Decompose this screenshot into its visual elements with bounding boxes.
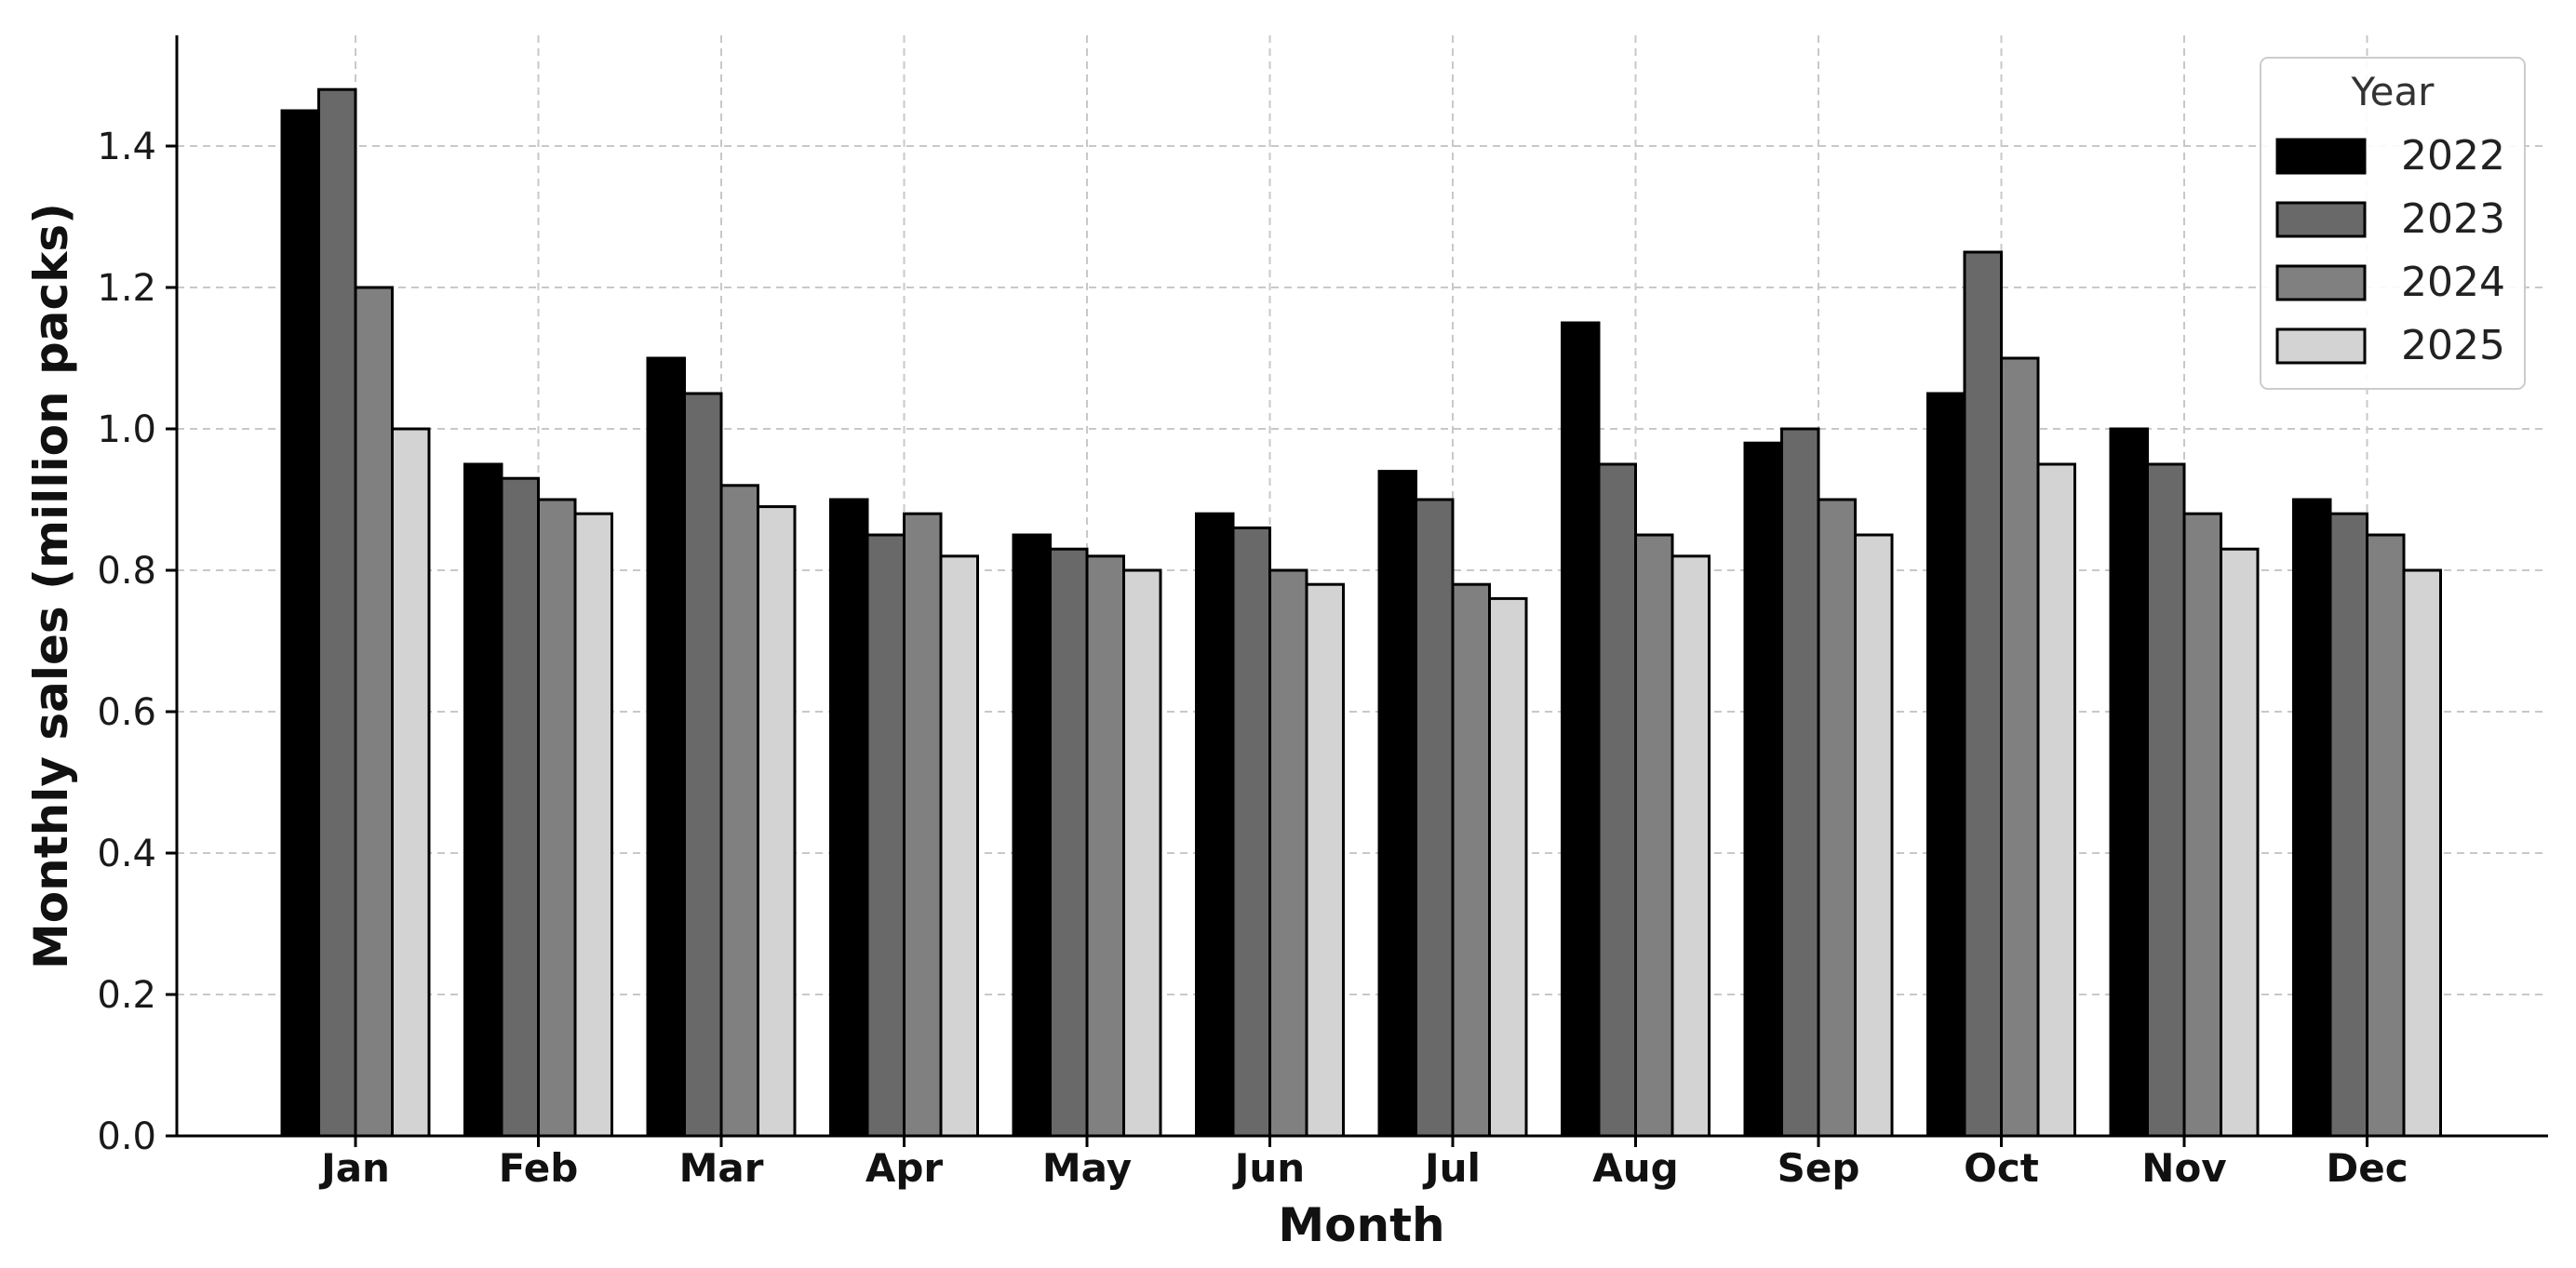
bar-2023-feb [500, 476, 540, 1138]
bar-2023-aug [1597, 462, 1637, 1138]
legend-label-2022: 2022 [2401, 132, 2505, 180]
x-tick-label-jun: Jun [1232, 1145, 1305, 1191]
bar-2022-dec [2292, 498, 2332, 1138]
y-tick-label: 0.6 [97, 691, 156, 734]
bar-2022-apr [829, 498, 869, 1138]
bar-2023-oct [1963, 250, 2003, 1138]
bar-2024-jul [1451, 582, 1491, 1138]
x-tick-label-jan: Jan [318, 1145, 390, 1191]
bar-2022-jun [1195, 512, 1235, 1138]
legend-swatch-2023 [2275, 201, 2367, 238]
x-ticks: Jan Feb Mar Apr May Jun Jul Aug Sep Oct Nov Dec [318, 1136, 2408, 1191]
bar-2023-may [1049, 547, 1089, 1138]
bar-2025-jun [1305, 582, 1345, 1138]
x-tick-label-apr: Apr [865, 1145, 944, 1191]
bar-2025-jul [1488, 596, 1528, 1138]
legend-swatch-2024 [2275, 264, 2367, 301]
bar-2025-aug [1670, 554, 1711, 1138]
x-tick-label-sep: Sep [1778, 1145, 1860, 1191]
bar-2022-feb [463, 462, 503, 1138]
bar-2024-jan [354, 286, 394, 1138]
y-tick-label: 0.0 [97, 1115, 156, 1158]
bar-2023-nov [2146, 462, 2186, 1138]
bar-2022-nov [2109, 427, 2149, 1138]
bar-2025-oct [2036, 462, 2076, 1138]
y-tick-label: 0.4 [97, 833, 156, 875]
bar-2024-nov [2182, 512, 2222, 1138]
bar-2022-oct [1926, 392, 1966, 1138]
x-tick-label-may: May [1042, 1145, 1132, 1191]
axes [175, 35, 2548, 1138]
y-tick-label: 1.2 [97, 267, 156, 310]
bar-2023-jun [1231, 526, 1271, 1138]
y-tick-label: 1.0 [97, 408, 156, 451]
bar-2024-feb [537, 498, 577, 1138]
bar-2025-mar [757, 505, 797, 1138]
x-tick-label-feb: Feb [499, 1145, 579, 1191]
bar-2025-may [1122, 568, 1162, 1138]
bar-2024-sep [1817, 498, 1857, 1138]
bar-2023-jan [317, 87, 357, 1138]
bar-2023-jul [1415, 498, 1455, 1138]
legend: Year 2022 2023 2024 2025 [2260, 57, 2526, 390]
bar-2023-mar [683, 392, 723, 1138]
x-tick-label-jul: Jul [1422, 1145, 1481, 1191]
bar-2024-mar [719, 484, 759, 1138]
bar-2025-sep [1854, 533, 1894, 1138]
bars [280, 87, 2442, 1138]
x-tick-label-mar: Mar [679, 1145, 764, 1191]
bar-2024-oct [2000, 356, 2040, 1138]
y-tick-label: 0.8 [97, 550, 156, 593]
bar-2025-feb [573, 512, 613, 1138]
bar-2024-dec [2366, 533, 2406, 1138]
bar-2022-mar [646, 356, 686, 1138]
y-ticks: 0.0 0.2 0.4 0.6 0.8 1.0 1.2 1.4 [97, 126, 177, 1158]
bar-2022-sep [1743, 441, 1783, 1138]
legend-items: 2022 2023 2024 2025 [2275, 132, 2505, 369]
legend-swatch-2025 [2275, 327, 2367, 365]
y-axis-title: Monthly sales (million packs) [24, 203, 78, 969]
x-axis-title: Month [1278, 1198, 1444, 1252]
bar-2022-jul [1377, 470, 1417, 1138]
legend-label-2024: 2024 [2401, 259, 2505, 306]
x-tick-label-aug: Aug [1592, 1145, 1678, 1191]
bar-2024-apr [903, 512, 943, 1138]
bar-2025-jan [391, 427, 431, 1138]
legend-title: Year [2351, 69, 2435, 114]
bar-2024-aug [1634, 533, 1674, 1138]
y-tick-label: 1.4 [97, 126, 156, 168]
legend-label-2023: 2023 [2401, 195, 2505, 243]
x-tick-label-nov: Nov [2141, 1145, 2226, 1191]
bar-2023-sep [1780, 427, 1820, 1138]
legend-label-2025: 2025 [2401, 322, 2505, 369]
bar-2024-may [1085, 554, 1125, 1138]
bar-2022-aug [1561, 321, 1601, 1138]
y-tick-label: 0.2 [97, 974, 156, 1017]
legend-swatch-2022 [2275, 138, 2367, 175]
bar-2025-apr [939, 554, 979, 1138]
bar-2025-nov [2220, 547, 2260, 1138]
x-tick-label-dec: Dec [2326, 1145, 2408, 1191]
bar-2023-dec [2328, 512, 2368, 1138]
x-tick-label-oct: Oct [1964, 1145, 2039, 1191]
bar-2022-jan [280, 109, 320, 1138]
bar-2024-jun [1268, 568, 1308, 1138]
bar-2022-may [1012, 533, 1052, 1138]
bar-2023-apr [865, 533, 906, 1138]
bar-2025-dec [2402, 568, 2442, 1138]
